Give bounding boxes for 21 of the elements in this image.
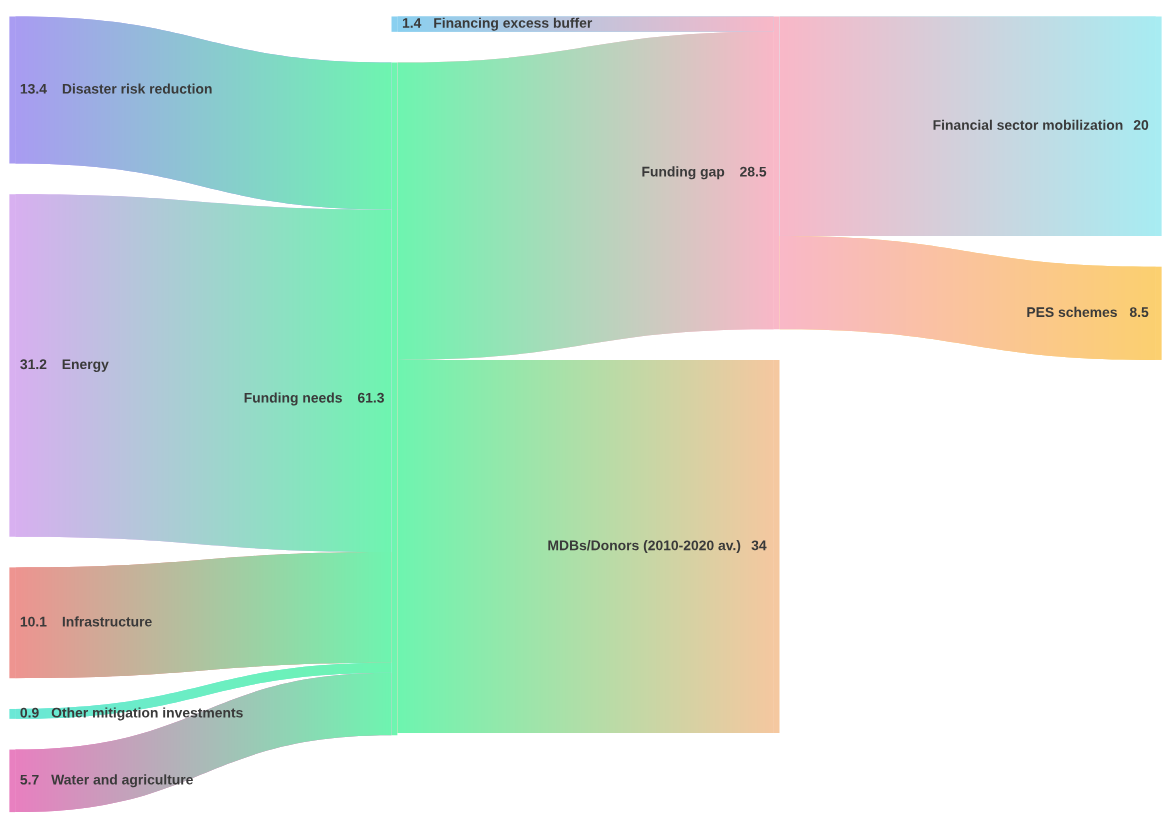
data-label: 61.3 xyxy=(357,392,384,403)
category-label: Disaster risk reduction xyxy=(62,83,212,94)
data-label: 28.5 xyxy=(740,166,767,177)
category-label: Funding needs xyxy=(244,392,342,406)
category-label: Financial sector mobilization xyxy=(933,119,1123,130)
category-label: Energy xyxy=(62,359,109,372)
data-label: 13.4 xyxy=(20,83,47,94)
category-label: PES schemes xyxy=(1027,306,1117,318)
data-label: 0.9 xyxy=(20,707,39,718)
category-label: Financing excess buffer xyxy=(434,17,593,31)
category-label: Infrastructure xyxy=(62,616,152,627)
data-label: 10.1 xyxy=(20,616,47,627)
data-label: 31.2 xyxy=(20,359,47,370)
data-label: 1.4 xyxy=(402,18,422,28)
data-label: 8.5 xyxy=(1129,307,1149,318)
category-label: Funding gap xyxy=(642,166,725,180)
data-label: 5.7 xyxy=(20,774,39,785)
category-label: MDBs/Donors (2010-2020 av.) xyxy=(548,540,741,554)
category-label: Water and agriculture xyxy=(51,774,193,788)
data-label: 20 xyxy=(1133,120,1149,130)
data-label: 34 xyxy=(751,540,767,551)
